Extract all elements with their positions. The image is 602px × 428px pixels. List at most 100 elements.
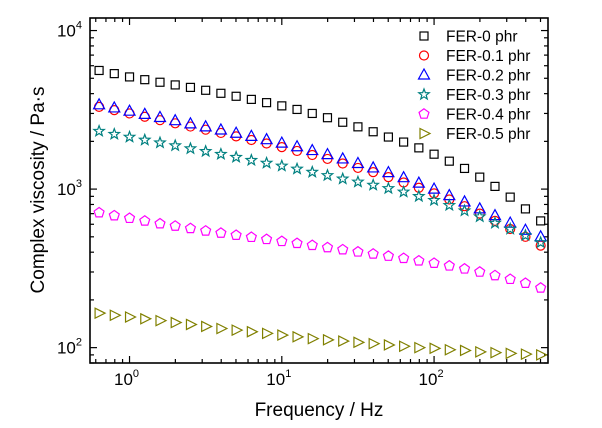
data-point (307, 108, 317, 119)
data-point (292, 330, 305, 343)
data-point (201, 320, 214, 333)
data-point (457, 203, 472, 217)
data-point (276, 235, 288, 247)
x-tick-label: 100 (114, 368, 139, 389)
y-axis-label: Complex viscosity / Pa·s (28, 87, 49, 294)
y-tick-labels: 102 103 104 (57, 20, 82, 358)
x-axis-label: Frequency / Hz (255, 400, 384, 421)
data-point (231, 91, 241, 101)
data-point (353, 122, 363, 132)
data-point (246, 94, 256, 104)
data-point (520, 231, 531, 242)
series-0 (94, 65, 546, 226)
data-point (214, 122, 228, 135)
legend-marker (418, 108, 430, 119)
data-point (488, 215, 502, 229)
plot-frame (89, 17, 549, 364)
legend-label: FER-0.4 phr (446, 107, 530, 124)
data-point (305, 164, 320, 178)
data-point (382, 250, 395, 261)
data-point (536, 216, 546, 226)
data-point (140, 312, 153, 325)
data-point (185, 82, 196, 92)
x-tick-labels: 100 101 102 (114, 368, 444, 389)
data-point (444, 343, 457, 356)
legend-label: FER-0.5 phr (446, 126, 530, 143)
data-point (533, 235, 548, 249)
legend: FER-0 phr FER-0.1 phr FER-0.2 phr FER-0.3 p… (417, 29, 530, 143)
data-point (92, 123, 106, 137)
data-point (321, 241, 334, 253)
data-point (336, 151, 350, 164)
data-point (490, 346, 503, 359)
data-point (154, 217, 166, 229)
data-point (504, 273, 516, 285)
data-point (320, 147, 334, 160)
data-point (259, 155, 274, 169)
data-point (216, 322, 229, 335)
data-point (231, 324, 244, 337)
data-point (520, 204, 531, 214)
legend-marker (418, 50, 430, 61)
data-point (107, 126, 122, 141)
series-3 (92, 123, 548, 249)
data-point (290, 139, 304, 152)
legend-marker (417, 87, 431, 101)
legend-label: FER-0.2 phr (446, 68, 530, 85)
data-point (442, 198, 457, 212)
data-point (184, 222, 197, 234)
data-point (230, 229, 242, 240)
data-point (535, 281, 547, 293)
data-point (153, 135, 167, 149)
data-point (490, 181, 500, 191)
data-point (108, 209, 120, 221)
data-point (505, 347, 518, 360)
data-point (170, 80, 180, 90)
data-point (459, 163, 470, 174)
data-point (414, 341, 427, 354)
data-point (519, 277, 532, 288)
data-point (368, 127, 378, 137)
data-point (503, 221, 518, 235)
y-tick-label: 102 (57, 337, 82, 358)
x-tick-label: 102 (419, 368, 444, 389)
data-point (201, 85, 211, 95)
data-point (109, 69, 119, 79)
data-point (505, 192, 515, 202)
data-point (429, 342, 442, 355)
legend-marker (417, 67, 431, 80)
data-point (124, 72, 135, 82)
data-point (260, 233, 273, 245)
data-point (307, 332, 320, 345)
data-point (260, 132, 274, 145)
y-tick-label: 104 (57, 20, 82, 41)
data-point (458, 262, 471, 274)
data-point (198, 144, 213, 158)
legend-label: FER-0 phr (446, 29, 518, 46)
data-point (246, 325, 259, 338)
data-point (107, 100, 121, 113)
data-point (290, 161, 304, 175)
data-point (291, 237, 303, 249)
data-point (474, 208, 485, 219)
data-point (137, 132, 152, 146)
data-point (261, 327, 274, 340)
data-point (185, 318, 198, 331)
legend-label: FER-0.1 phr (446, 48, 530, 65)
data-point (93, 206, 105, 218)
data-point (489, 269, 501, 281)
data-point (292, 104, 302, 115)
data-point (381, 181, 396, 195)
data-point (518, 228, 533, 242)
data-point (139, 214, 151, 226)
data-point (338, 117, 348, 127)
data-point (518, 223, 532, 235)
data-point (94, 307, 107, 320)
data-point (351, 156, 365, 169)
data-point (473, 201, 487, 214)
data-point (306, 239, 318, 251)
data-point (199, 119, 213, 132)
data-point (397, 252, 410, 264)
data-point (366, 160, 380, 173)
